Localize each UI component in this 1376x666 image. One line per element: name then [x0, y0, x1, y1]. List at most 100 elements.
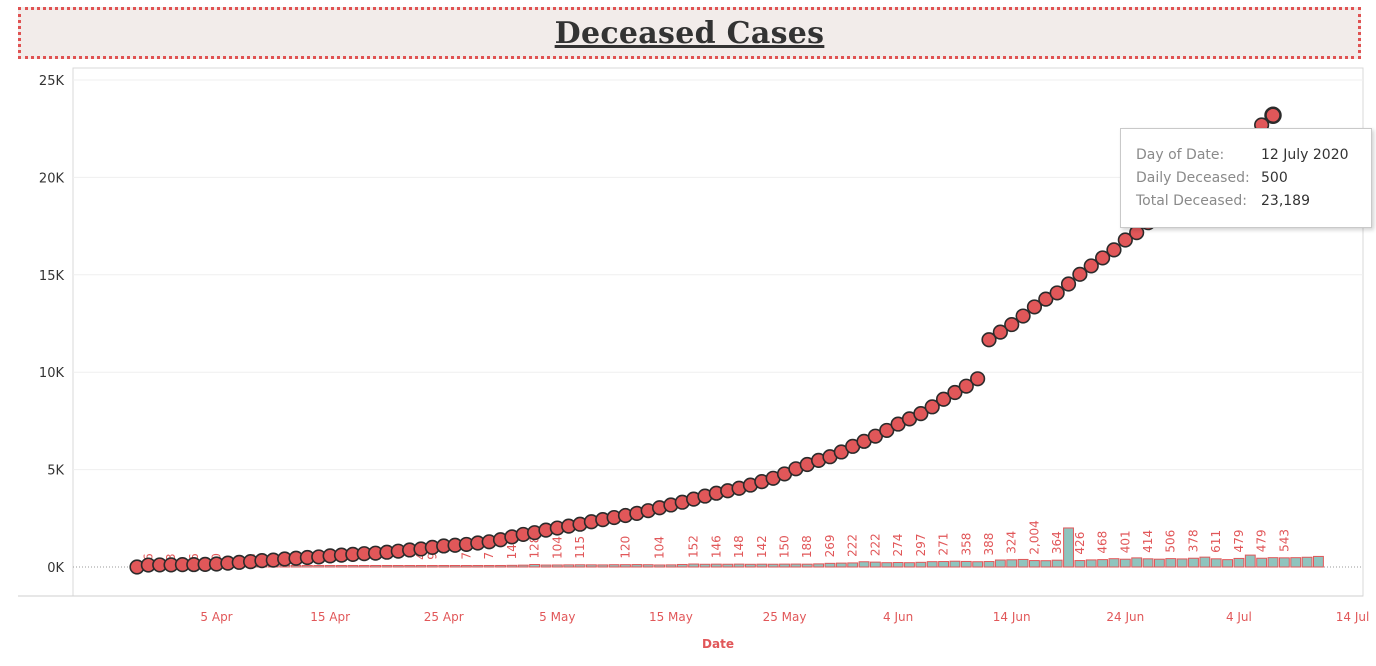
total-point — [1083, 258, 1099, 274]
daily-bar — [904, 562, 915, 568]
total-point — [924, 399, 940, 415]
daily-bar — [438, 565, 450, 568]
daily-bar — [665, 564, 677, 568]
bar-data-label: 3 — [164, 553, 178, 561]
bar-data-label: 150 — [778, 535, 792, 558]
tooltip-row-date: Day of Date: 12 July 2020 — [1136, 147, 1371, 170]
daily-bar — [915, 561, 927, 568]
daily-bar — [688, 563, 700, 568]
total-point — [1038, 291, 1054, 307]
daily-bar — [585, 564, 597, 568]
y-tick-label: 10K — [39, 366, 65, 381]
bar-data-label: 222 — [868, 533, 882, 556]
daily-bar — [1119, 558, 1131, 568]
x-tick-label: 4 Jun — [883, 610, 913, 624]
bar-data-label: 414 — [1141, 530, 1155, 553]
daily-bar — [540, 564, 552, 568]
daily-bar — [1153, 558, 1165, 568]
daily-bar — [426, 565, 438, 568]
daily-bar — [892, 562, 904, 568]
total-point — [947, 384, 963, 401]
total-point — [1106, 242, 1122, 258]
bar-data-label: 611 — [1209, 530, 1223, 553]
daily-bar — [608, 564, 620, 568]
bar-data-label: 271 — [937, 533, 951, 556]
daily-bar — [517, 564, 529, 568]
daily-bar — [699, 563, 711, 568]
daily-bar — [358, 565, 370, 568]
daily-bar — [336, 565, 347, 568]
daily-bar — [1074, 560, 1086, 568]
total-point — [1015, 308, 1031, 324]
total-point — [1072, 266, 1088, 282]
daily-bar — [733, 563, 745, 568]
daily-bar — [881, 562, 893, 568]
daily-bar — [392, 565, 404, 568]
bar-data-label: 148 — [732, 535, 746, 558]
tooltip-value: 12 July 2020 — [1261, 147, 1349, 163]
daily-bar — [324, 565, 336, 568]
daily-bar — [1006, 559, 1018, 568]
bar-data-label: 104 — [653, 536, 667, 559]
daily-bar — [722, 563, 734, 568]
x-tick-label: 14 Jul — [1336, 610, 1370, 624]
bar-data-label: 401 — [1118, 530, 1132, 553]
total-point — [913, 406, 929, 422]
daily-bar — [1165, 558, 1177, 568]
daily-bar — [790, 563, 802, 568]
bar-data-label: 426 — [1073, 532, 1087, 555]
daily-bar — [404, 565, 416, 568]
daily-bar — [1017, 558, 1029, 568]
daily-bar — [994, 559, 1006, 568]
bar-data-label: 128 — [528, 536, 542, 559]
x-tick-label: 15 May — [649, 610, 693, 624]
daily-bar — [563, 564, 575, 568]
daily-bar — [449, 565, 461, 568]
daily-bar — [813, 563, 825, 568]
daily-bar — [1051, 559, 1063, 568]
y-tick-label: 25K — [39, 74, 65, 89]
bar-data-label: 543 — [1277, 529, 1291, 552]
tooltip-label: Day of Date: — [1136, 147, 1225, 163]
daily-bar — [529, 564, 541, 568]
daily-bar — [574, 564, 586, 568]
bar-data-label: 9 — [425, 552, 439, 560]
daily-bar — [1199, 556, 1211, 568]
daily-bar — [631, 564, 643, 568]
total-point — [1060, 276, 1077, 292]
bar-data-label: 479 — [1255, 529, 1269, 552]
bar-data-label: 378 — [1186, 529, 1200, 552]
x-tick-label: 15 Apr — [310, 610, 350, 624]
bar-data-label: 364 — [1050, 531, 1064, 554]
daily-bar — [506, 564, 518, 568]
tooltip-row-total: Total Deceased: 23,189 — [1136, 193, 1371, 216]
daily-bar — [1222, 559, 1233, 568]
daily-bar — [824, 562, 836, 568]
total-point — [1026, 299, 1043, 315]
bar-data-label: 358 — [959, 533, 973, 556]
x-tick-label: 5 Apr — [200, 610, 232, 624]
daily-bar — [756, 563, 768, 568]
daily-bar — [472, 565, 484, 568]
bar-data-label: 152 — [687, 535, 701, 558]
daily-bar — [869, 561, 881, 568]
daily-bar — [1040, 560, 1052, 568]
daily-bar — [1301, 556, 1313, 568]
daily-bar — [642, 564, 654, 568]
daily-bar — [745, 563, 756, 568]
daily-bar — [370, 565, 381, 568]
bar-data-label: 297 — [914, 533, 928, 556]
daily-bar — [347, 565, 359, 568]
chart-title-banner: Deceased Cases — [18, 7, 1361, 59]
chart-title: Deceased Cases — [554, 15, 825, 51]
daily-bar — [597, 564, 609, 568]
tooltip-value: 500 — [1261, 170, 1288, 186]
x-tick-label: 25 Apr — [424, 610, 464, 624]
daily-bar — [1029, 560, 1040, 568]
bar-data-label: 142 — [755, 535, 769, 558]
y-tick-label: 15K — [39, 269, 65, 284]
daily-bar — [835, 562, 847, 568]
daily-bar — [847, 562, 859, 568]
daily-bar — [1313, 555, 1324, 568]
